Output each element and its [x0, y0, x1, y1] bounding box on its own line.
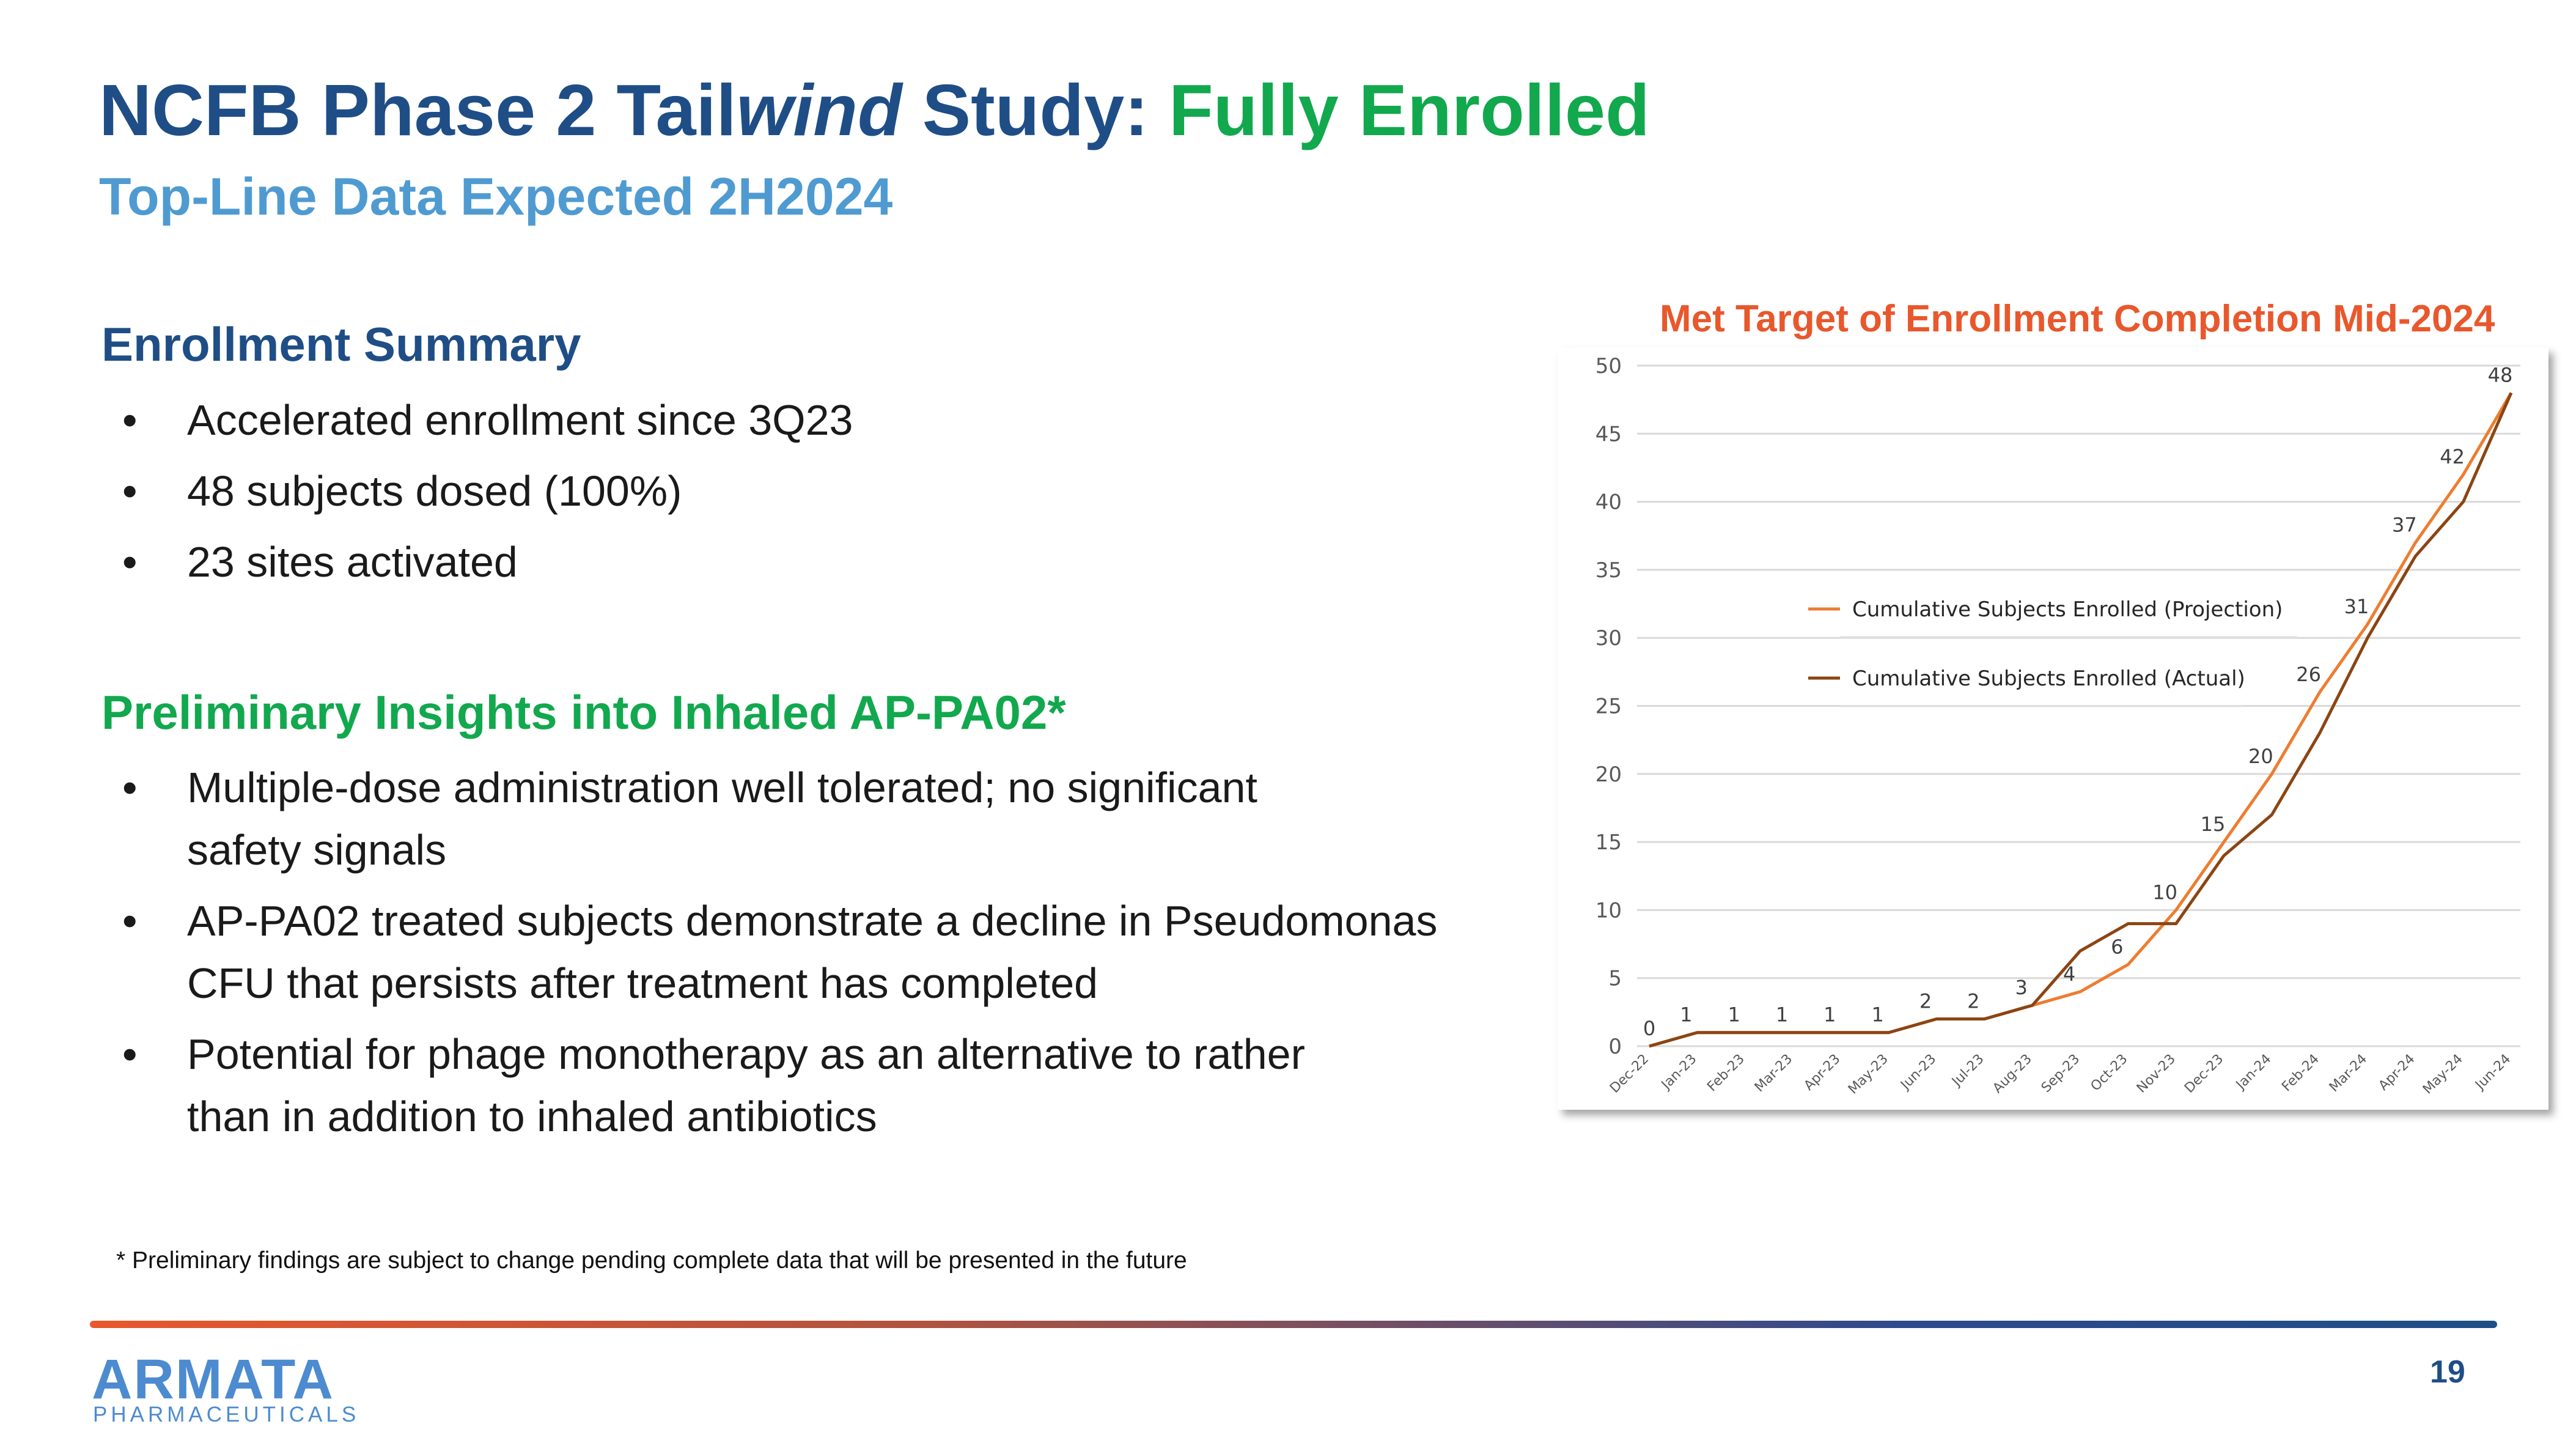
insights-item: Potential for phage monotherapy as an al…: [122, 1023, 1345, 1148]
logo-subtitle: PHARMACEUTICALS: [93, 1403, 360, 1426]
y-tick-label: 50: [1595, 354, 1622, 378]
data-label: 31: [2344, 595, 2369, 618]
enrollment-item: 48 subjects dosed (100%): [122, 460, 1455, 522]
x-tick-label: May-24: [2420, 1052, 2466, 1098]
data-label: 6: [2111, 935, 2123, 958]
data-label: 1: [1823, 1003, 1836, 1027]
legend-label-actual: Cumulative Subjects Enrolled (Actual): [1852, 666, 2245, 691]
data-label: 2: [1919, 989, 1932, 1013]
enrollment-list: Accelerated enrollment since 3Q23 48 sub…: [122, 389, 1455, 602]
logo-wordmark: ARMATA: [92, 1348, 334, 1411]
data-label: 42: [2440, 445, 2465, 468]
data-label: 3: [2015, 976, 2027, 999]
data-label: 20: [2248, 745, 2273, 768]
y-tick-label: 40: [1595, 490, 1622, 515]
title-part-1: NCFB Phase 2 Tail: [99, 70, 737, 151]
data-label: 1: [1728, 1003, 1740, 1027]
footer-divider: [90, 1321, 2497, 1328]
data-label: 10: [2152, 880, 2177, 904]
x-tick-label: Apr-23: [1801, 1052, 1844, 1094]
x-tick-label: Sep-23: [2039, 1052, 2083, 1096]
insights-list: Multiple-dose administration well tolera…: [122, 756, 1437, 1156]
x-tick-label: Dec-23: [2182, 1052, 2226, 1096]
data-label: 0: [1643, 1017, 1655, 1040]
y-tick-label: 20: [1595, 762, 1622, 787]
insights-heading: Preliminary Insights into Inhaled AP-PA0…: [101, 685, 1066, 739]
data-label: 4: [2063, 962, 2075, 986]
y-tick-label: 25: [1595, 695, 1622, 719]
data-label: 15: [2201, 813, 2226, 836]
y-tick-label: 0: [1608, 1035, 1622, 1059]
x-tick-label: Jun-23: [1897, 1052, 1939, 1094]
x-tick-label: Jul-23: [1948, 1052, 1987, 1090]
footnote: * Preliminary findings are subject to ch…: [116, 1247, 1187, 1274]
title-part-3: Study:: [902, 70, 1169, 151]
x-tick-label: Mar-24: [2327, 1052, 2370, 1095]
x-tick-label: May-23: [1846, 1052, 1891, 1098]
data-label: 2: [1967, 989, 1979, 1013]
data-label: 26: [2296, 663, 2321, 686]
insights-item: AP-PA02 treated subjects demonstrate a d…: [122, 890, 1526, 1014]
data-label: 48: [2488, 364, 2513, 387]
x-tick-label: Mar-23: [1752, 1052, 1795, 1095]
slide-title: NCFB Phase 2 Tailwind Study: Fully Enrol…: [99, 68, 1650, 152]
y-tick-label: 5: [1608, 967, 1622, 991]
x-tick-label: Feb-23: [1704, 1052, 1748, 1095]
x-tick-label: Aug-23: [1990, 1052, 2034, 1096]
x-tick-label: Jun-24: [2471, 1052, 2514, 1094]
insights-item: Multiple-dose administration well tolera…: [122, 756, 1345, 881]
y-tick-label: 45: [1595, 422, 1622, 446]
enrollment-item: 23 sites activated: [122, 531, 1455, 593]
projection-series-line: [1649, 392, 2513, 1048]
chart-title: Met Target of Enrollment Completion Mid-…: [1660, 298, 2495, 340]
title-part-2: wind: [736, 70, 902, 151]
x-tick-label: Oct-23: [2088, 1052, 2131, 1094]
x-tick-label: Jan-23: [1658, 1052, 1699, 1093]
x-tick-label: Nov-23: [2134, 1052, 2179, 1096]
x-tick-label: Jan-24: [2232, 1052, 2274, 1093]
x-tick-label: Feb-24: [2279, 1052, 2322, 1095]
title-part-4: Fully Enrolled: [1169, 70, 1650, 151]
data-label: 1: [1680, 1003, 1692, 1027]
y-tick-label: 10: [1595, 898, 1622, 923]
enrollment-heading: Enrollment Summary: [101, 317, 581, 371]
company-logo: ARMATA PHARMACEUTICALS: [92, 1351, 356, 1426]
slide-subtitle: Top-Line Data Expected 2H2024: [99, 168, 893, 226]
x-tick-label: Apr-24: [2376, 1052, 2418, 1094]
y-tick-label: 35: [1595, 558, 1622, 583]
y-tick-label: 15: [1595, 830, 1622, 855]
data-label: 1: [1871, 1003, 1883, 1027]
data-label: 37: [2392, 513, 2417, 536]
actual-series-line: [1649, 392, 2513, 1048]
data-label: 1: [1776, 1003, 1788, 1027]
y-tick-label: 30: [1595, 626, 1622, 651]
enrollment-item: Accelerated enrollment since 3Q23: [122, 389, 1455, 451]
legend-label-projection: Cumulative Subjects Enrolled (Projection…: [1852, 597, 2283, 622]
page-number: 19: [2430, 1354, 2465, 1390]
